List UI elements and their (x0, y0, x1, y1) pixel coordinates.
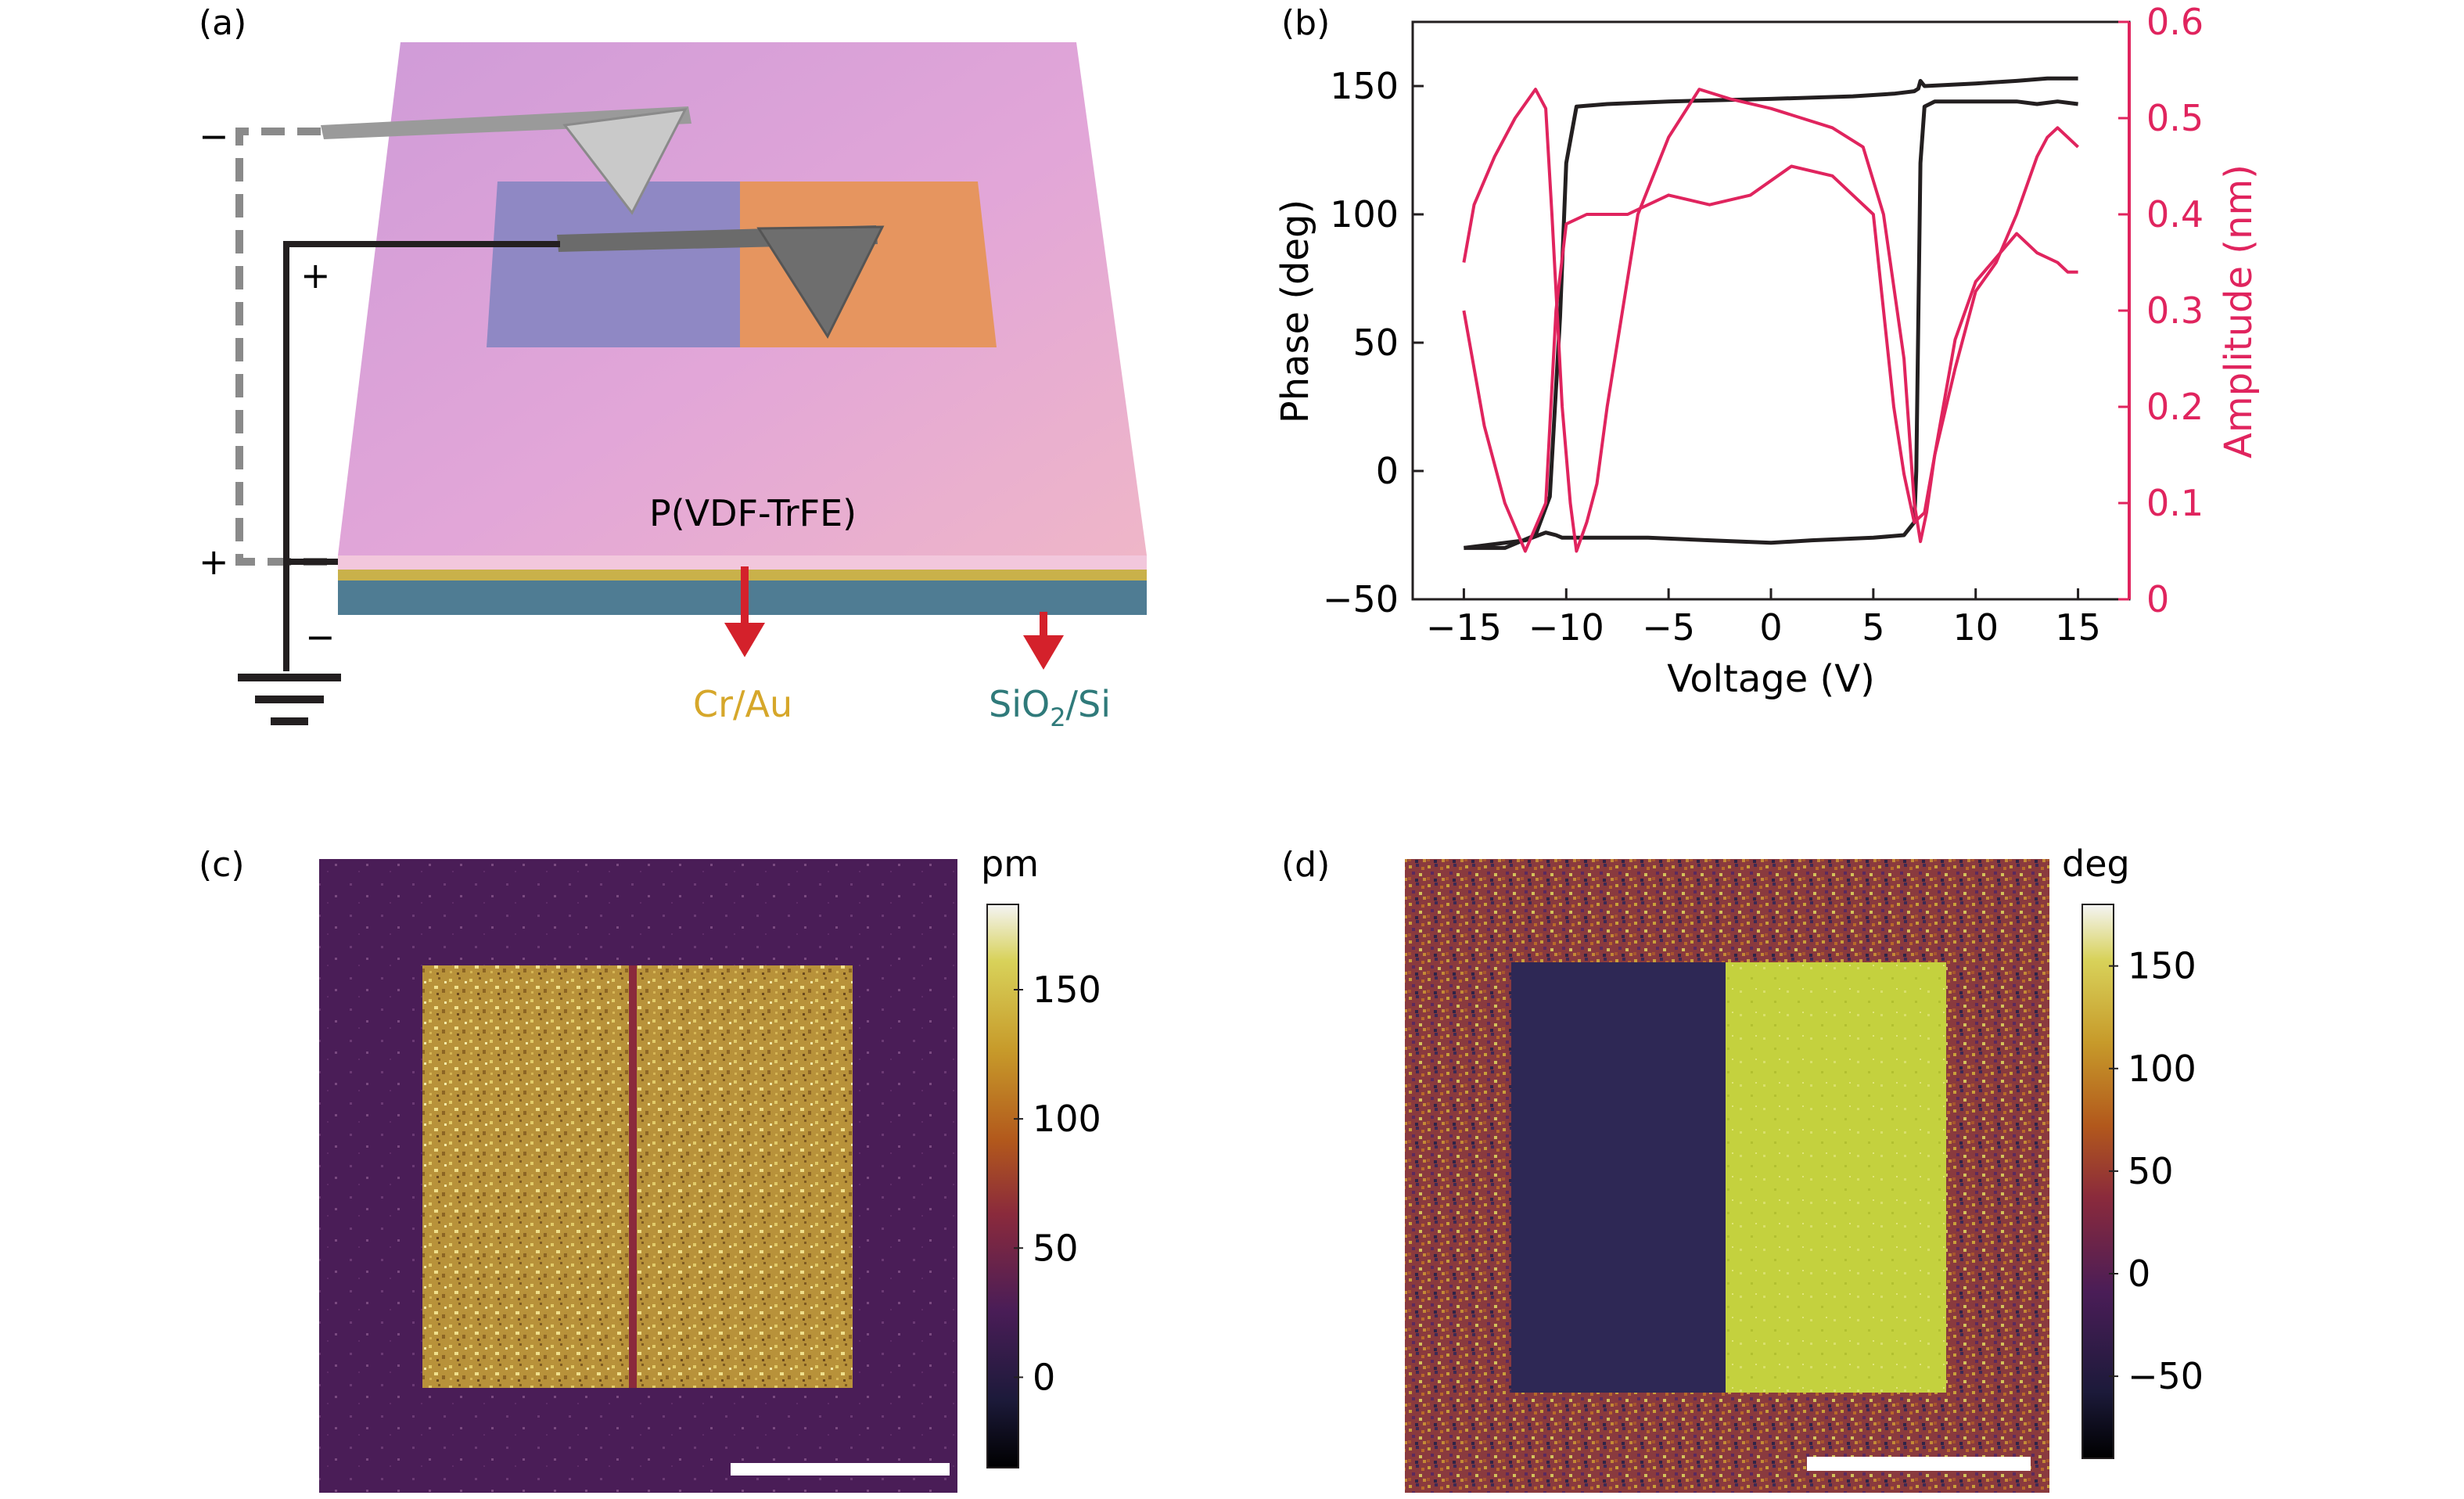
colorbar-tick-label: −50 (2128, 1355, 2204, 1397)
panel-d-label: (d) (1281, 845, 1330, 885)
upper-cantilever (321, 106, 691, 139)
film-label: P(VDF-TrFE) (649, 492, 857, 534)
phase-loop-0 (1464, 76, 2078, 550)
scale-bar-d (1807, 1457, 2031, 1471)
colorbar-c-unit: pm (981, 843, 1039, 885)
substrate-label: SiO2/Si (989, 683, 1111, 732)
phase-right-domain (1726, 962, 1946, 1393)
sign-minus-upper: − (199, 115, 229, 157)
panel-b: (b) −15 −10 −5 0 5 10 15−5005010015000.10.20.3… (1273, 1, 2261, 701)
colorbar-tick-label: 150 (1033, 969, 1101, 1011)
amplitude-domain-wall (629, 965, 637, 1388)
scale-bar-c (731, 1463, 950, 1476)
panel-d: (d) deg 150 100 50 0 −50 (1281, 843, 2204, 1493)
substrate-label-tail: /Si (1066, 683, 1111, 725)
y2-tick-label: 0.2 (2146, 386, 2204, 428)
y2-tick-label: 0.1 (2146, 482, 2204, 524)
panel-b-label: (b) (1281, 3, 1330, 43)
amplitude-loop-3 (1462, 126, 2079, 553)
phase-loop-1 (1464, 99, 2078, 550)
upper-tip (562, 108, 688, 215)
colorbar-c-ticks: 150 100 50 0 (1014, 969, 1101, 1398)
panel-a: (a) − + + − P(VDF-TrFE) (199, 3, 1147, 732)
colorbar-c (986, 904, 1019, 1468)
substrate-arrow-head (1023, 635, 1064, 670)
electrode-arrow-head (724, 623, 765, 657)
y-tick-label: 0 (1376, 450, 1399, 492)
substrate-label-sub: 2 (1050, 703, 1065, 732)
colorbar-tick-label: 0 (2128, 1253, 2150, 1295)
y2-tick-label: 0.3 (2146, 289, 2204, 332)
y2-axis-label: Amplitude (nm) (2217, 164, 2261, 458)
substrate-label-main: SiO (989, 683, 1050, 725)
sign-plus-left: + (199, 541, 229, 583)
solid-circuit (283, 241, 560, 671)
colorbar-d-unit: deg (2062, 843, 2130, 885)
x-tick-label: −15 (1426, 606, 1502, 649)
amplitude-loop-2 (1462, 88, 2078, 553)
x-tick-label: −5 (1642, 606, 1695, 649)
phase-left-domain (1511, 962, 1726, 1393)
x-axis-label: Voltage (V) (1667, 657, 1875, 701)
colorbar-tick-label: 50 (2128, 1150, 2174, 1192)
sign-plus-mid: + (300, 254, 331, 297)
colorbar-tick-label: 50 (1033, 1227, 1079, 1269)
y-axis-label: Phase (deg) (1273, 200, 1317, 424)
colorbar-d (2081, 904, 2114, 1459)
y-tick-label: −50 (1323, 578, 1399, 620)
colorbar-tick-label: 100 (2128, 1048, 2196, 1090)
y-tick-label: 150 (1330, 65, 1399, 107)
right-domain (740, 182, 997, 347)
electrode-label: Cr/Au (693, 683, 792, 725)
colorbar-d-ticks: 150 100 50 0 −50 (2109, 945, 2204, 1397)
amplitude-left-domain (422, 965, 635, 1388)
x-tick-label: 15 (2055, 606, 2101, 649)
colorbar-tick-label: 100 (1033, 1098, 1101, 1140)
x-tick-label: 0 (1759, 606, 1782, 649)
y2-tick-label: 0.4 (2146, 193, 2204, 235)
sign-minus-bottom: − (305, 616, 336, 658)
y-tick-label: 100 (1330, 193, 1399, 235)
colorbar-tick-label: 150 (2128, 945, 2196, 987)
y-tick-label: 50 (1352, 322, 1399, 364)
panel-a-label: (a) (199, 3, 246, 43)
left-domain (487, 182, 740, 347)
y2-tick-label: 0.5 (2146, 97, 2204, 139)
y2-tick-label: 0 (2146, 578, 2169, 620)
colorbar-tick-label: 0 (1033, 1356, 1055, 1398)
y2-tick-label: 0.6 (2146, 1, 2204, 43)
panel-c-label: (c) (199, 845, 245, 885)
x-tick-label: 5 (1862, 606, 1884, 649)
ground-icon (238, 674, 341, 725)
x-tick-label: 10 (1952, 606, 1999, 649)
amplitude-right-domain (635, 965, 853, 1388)
panel-c: (c) pm 150 100 50 0 (199, 843, 1101, 1493)
lower-tip (756, 225, 885, 340)
film-edge (338, 555, 1147, 570)
x-tick-label: −10 (1528, 606, 1604, 649)
hysteresis-chart: −15 −10 −5 0 5 10 15−5005010015000.10.20.30.40… (1323, 1, 2204, 649)
